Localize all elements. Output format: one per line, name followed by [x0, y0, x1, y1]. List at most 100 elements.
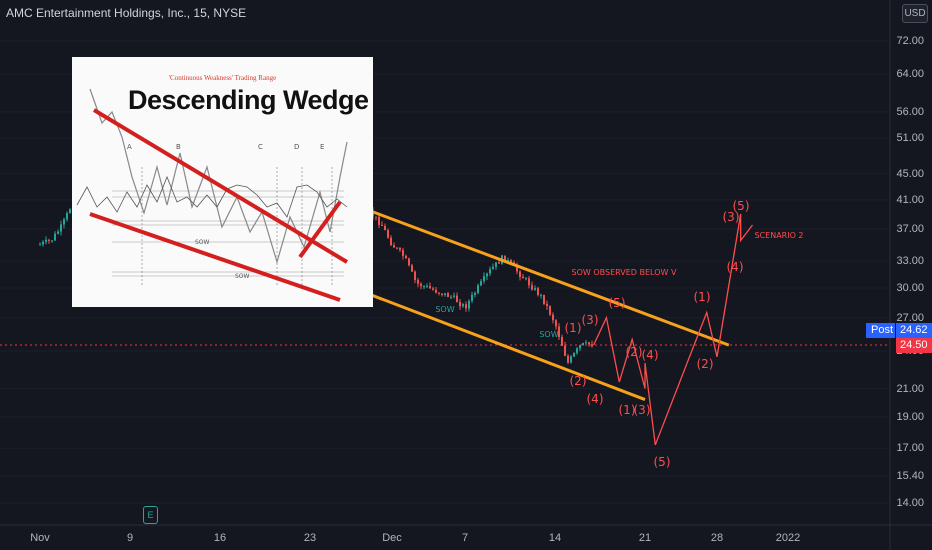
projection-path: [592, 213, 754, 446]
x-tick-label: 16: [213, 532, 227, 544]
candle-body: [537, 288, 539, 295]
candle-body: [438, 292, 440, 294]
candle-body: [384, 225, 386, 231]
inset-letter-e: E: [320, 143, 324, 151]
inset-sow-2: SOW: [235, 273, 250, 280]
candle-body: [486, 273, 488, 277]
candle-body: [42, 241, 44, 245]
candle-body: [579, 345, 581, 349]
sow-label: SOW: [435, 305, 454, 314]
candle-body: [588, 342, 590, 345]
x-tick-label: 2022: [775, 532, 801, 544]
candle-body: [561, 336, 563, 346]
candle-body: [540, 294, 542, 296]
inset-letter-c: C: [258, 143, 263, 151]
candle-body: [519, 271, 521, 277]
wave-label: (3): [723, 210, 740, 224]
candle-body: [57, 231, 59, 234]
wave-label: (4): [587, 392, 604, 406]
y-tick-label: 21.00: [896, 382, 924, 395]
y-tick-label: 17.00: [896, 442, 924, 455]
y-tick-label: 15.40: [896, 470, 924, 483]
candle-body: [402, 249, 404, 256]
candle-body: [504, 255, 506, 262]
candle-body: [516, 265, 518, 272]
currency-button[interactable]: USD: [902, 4, 928, 23]
sow-observed-label: SOW OBSERVED BELOW V: [572, 268, 677, 277]
candle-body: [531, 285, 533, 290]
candle-body: [432, 288, 434, 290]
candle-body: [60, 224, 62, 232]
candle-body: [459, 302, 461, 307]
candle-body: [375, 216, 377, 218]
candle-body: [528, 278, 530, 286]
candle-body: [429, 286, 431, 289]
wave-label: (5): [733, 199, 750, 213]
candle-body: [510, 259, 512, 263]
wedge-inset-image: A B C D E SOW SOW 'Continuous Weakness' …: [72, 57, 373, 307]
channel-upper-line: [340, 198, 730, 347]
candle-body: [489, 269, 491, 274]
candle-body: [585, 342, 587, 344]
candle-body: [39, 244, 41, 246]
y-tick-label: 45.00: [896, 167, 924, 180]
candle-body: [480, 281, 482, 286]
candle-body: [63, 219, 65, 225]
candle-body: [576, 348, 578, 353]
channel-lines: [340, 198, 730, 401]
y-tick-label: 33.00: [896, 255, 924, 268]
wave-label: (1): [619, 403, 636, 417]
candle-body: [582, 342, 584, 346]
candle-body: [465, 304, 467, 309]
candle-body: [453, 295, 455, 297]
candle-body: [468, 300, 470, 309]
x-tick-label: Nov: [30, 532, 50, 544]
sow-label: SOW: [539, 330, 558, 339]
candle-body: [423, 286, 425, 288]
earnings-icon[interactable]: E: [143, 506, 158, 524]
candle-body: [414, 271, 416, 280]
candle-body: [444, 293, 446, 295]
y-tick-label: 14.00: [896, 497, 924, 509]
wave-label: (4): [727, 260, 744, 274]
candle-body: [477, 285, 479, 293]
candle-body: [543, 294, 545, 304]
candle-body: [534, 288, 536, 290]
inset-title: Descending Wedge: [128, 85, 369, 115]
projection-line: [592, 213, 754, 446]
inset-caption: 'Continuous Weakness' Trading Range: [168, 74, 277, 82]
x-tick-label: 21: [638, 532, 652, 544]
candle-body: [69, 209, 71, 214]
candle-body: [381, 225, 383, 227]
post-label: Post: [871, 324, 894, 336]
last-price-value: 24.50: [900, 339, 928, 351]
x-tick-label: 23: [303, 532, 317, 544]
y-tick-label: 30.00: [896, 281, 924, 294]
y-tick-label: 51.00: [896, 132, 924, 145]
candle-body: [54, 233, 56, 241]
candle-body: [474, 292, 476, 295]
y-tick-label: 72.00: [896, 35, 924, 47]
candle-body: [591, 344, 593, 347]
candle-body: [441, 293, 443, 295]
y-tick-label: 27.00: [896, 311, 924, 324]
inset-letter-b: B: [176, 143, 181, 151]
candle-body: [471, 294, 473, 301]
inset-letter-a: A: [127, 143, 132, 151]
candle-body: [570, 356, 572, 363]
candle-body: [546, 303, 548, 307]
wave-label: (2): [697, 357, 714, 371]
candle-body: [450, 296, 452, 298]
candle-body: [447, 293, 449, 298]
post-label-tag: Post: [866, 323, 895, 338]
last-price-tag: 24.50: [896, 338, 932, 353]
candle-body: [405, 255, 407, 259]
candle-body: [417, 279, 419, 284]
candle-body: [411, 265, 413, 272]
candle-body: [462, 304, 464, 307]
candle-body: [51, 240, 53, 242]
candle-body: [48, 239, 50, 241]
wave-label: (1): [694, 290, 711, 304]
candle-body: [522, 276, 524, 279]
